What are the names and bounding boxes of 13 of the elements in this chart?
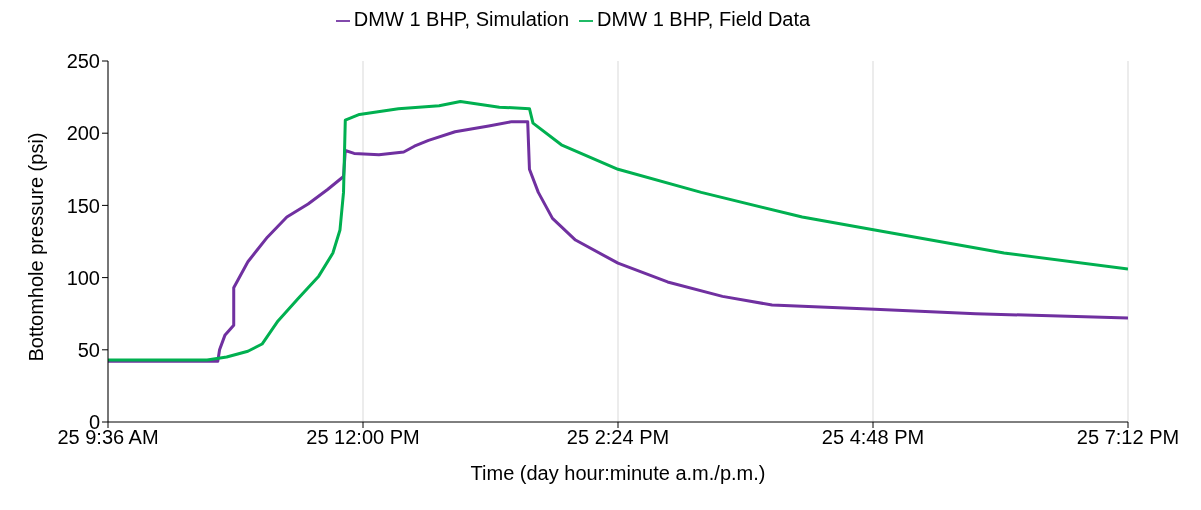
y-tick-label: 200 [66, 122, 100, 145]
x-tick-label: 25 2:24 PM [566, 426, 670, 449]
y-tick-label: 250 [66, 50, 100, 73]
x-tick-label: 25 7:12 PM [1076, 426, 1180, 449]
x-tick-label: 25 12:00 PM [306, 426, 420, 449]
y-tick-label: 150 [66, 194, 100, 217]
x-tick-label: 25 4:48 PM [821, 426, 925, 449]
legend-label: DMW 1 BHP, Simulation [353, 8, 570, 30]
legend-label: DMW 1 BHP, Field Data [597, 8, 811, 30]
y-tick-label: 100 [66, 266, 100, 289]
y-axis-title: Bottomhole pressure (psi) [25, 132, 48, 362]
y-tick-label: 50 [77, 338, 100, 361]
x-axis-title: Time (day hour:minute a.m./p.m.) [470, 462, 766, 484]
